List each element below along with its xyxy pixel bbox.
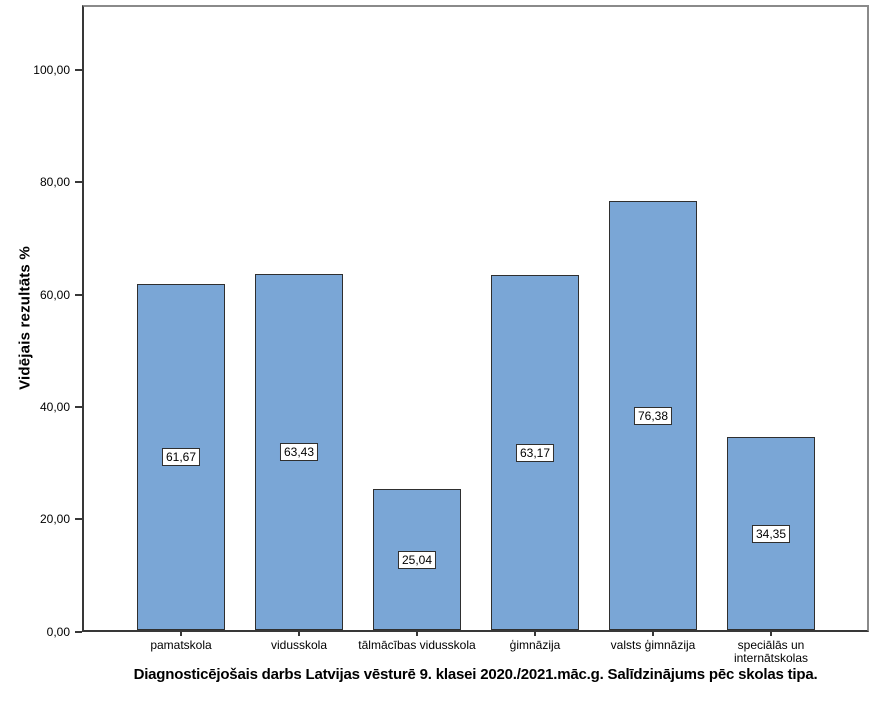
x-tick-mark bbox=[298, 631, 300, 636]
y-tick-mark bbox=[75, 181, 82, 184]
x-tick-mark bbox=[770, 631, 772, 636]
y-tick-label: 80,00 bbox=[39, 175, 70, 190]
y-tick-label: 60,00 bbox=[39, 287, 70, 302]
y-tick-mark bbox=[75, 518, 82, 521]
x-category-label: vidusskola bbox=[270, 638, 328, 652]
x-tick-mark bbox=[534, 631, 536, 636]
y-tick-mark bbox=[75, 293, 82, 296]
bar-value-label: 61,67 bbox=[161, 447, 201, 466]
x-tick-mark bbox=[652, 631, 654, 636]
bar-value-label: 76,38 bbox=[633, 406, 673, 425]
y-tick-label: 40,00 bbox=[39, 399, 70, 414]
x-tick-mark bbox=[416, 631, 418, 636]
x-category-label: ģimnāzija bbox=[509, 638, 561, 652]
y-tick-label: 0,00 bbox=[46, 624, 70, 639]
chart-caption: Diagnosticējošais darbs Latvijas vēsturē… bbox=[133, 666, 818, 683]
y-tick-label: 100,00 bbox=[33, 63, 70, 77]
bar-value-label: 63,43 bbox=[279, 442, 319, 461]
x-category-label: tālmācības vidusskola bbox=[358, 638, 476, 652]
bar-value-label: 34,35 bbox=[751, 524, 791, 543]
plot-area: 61,67 63,43 25,04 63,17 76,38 34,35 bbox=[82, 5, 869, 632]
x-category-label: pamatskola bbox=[150, 638, 212, 652]
bar-value-label: 63,17 bbox=[515, 443, 555, 462]
y-tick-label: 20,00 bbox=[39, 512, 70, 527]
x-category-label: speciālās un internātskolas bbox=[733, 638, 809, 665]
bar-value-label: 25,04 bbox=[397, 550, 437, 569]
y-axis-title: Vidējais rezultāts % bbox=[16, 246, 34, 390]
x-tick-mark bbox=[180, 631, 182, 636]
y-tick-mark bbox=[75, 405, 82, 408]
y-tick-mark bbox=[75, 69, 82, 71]
x-category-label: valsts ģimnāzija bbox=[610, 638, 696, 652]
y-tick-mark bbox=[75, 630, 82, 633]
